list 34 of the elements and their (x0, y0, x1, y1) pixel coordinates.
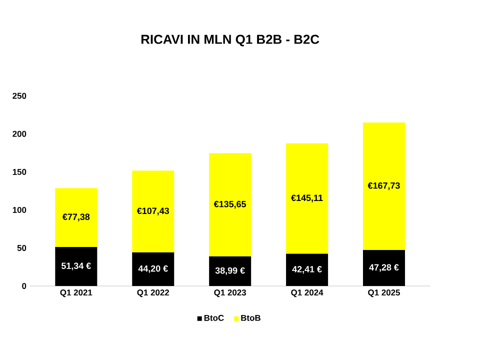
y-tick-label: 150 (12, 168, 26, 175)
data-label: €107,43 (136, 208, 169, 216)
data-label: 47,28 € (369, 264, 399, 272)
x-tick-label: Q1 2024 (291, 290, 324, 298)
bar (55, 246, 98, 286)
x-tick-label: Q1 2023 (214, 290, 246, 298)
legend-label: BtoB (241, 314, 260, 321)
bar (362, 250, 405, 286)
x-tick-label: Q1 2022 (137, 290, 170, 298)
y-tick-label: 50 (17, 244, 26, 251)
bar (362, 122, 405, 250)
bar (209, 256, 252, 286)
data-label: 44,20 € (138, 265, 168, 274)
x-tick-label: Q1 2021 (60, 290, 92, 298)
y-tick-label: 0 (22, 283, 26, 289)
chart-title: RICAVI IN MLN Q1 B2B - B2C (141, 34, 320, 46)
data-label: 38,99 € (215, 267, 245, 275)
data-label: €77,38 (62, 214, 90, 222)
bar (286, 254, 328, 286)
y-tick-label: 200 (12, 130, 26, 137)
bar (55, 188, 98, 247)
data-label: 42,41 € (292, 266, 322, 274)
data-label: €135,65 (214, 200, 246, 209)
bar (209, 153, 252, 256)
y-tick-label: 100 (12, 206, 26, 213)
y-tick-label: 250 (12, 92, 26, 99)
data-label: €145,11 (291, 194, 323, 202)
bar (132, 252, 174, 286)
legend-label: BtoC (204, 314, 224, 321)
bar (286, 143, 328, 254)
x-tick-label: Q1 2025 (368, 290, 400, 298)
data-label: 51,34 € (61, 262, 91, 270)
bar (132, 170, 174, 252)
data-label: €167,73 (368, 182, 400, 190)
